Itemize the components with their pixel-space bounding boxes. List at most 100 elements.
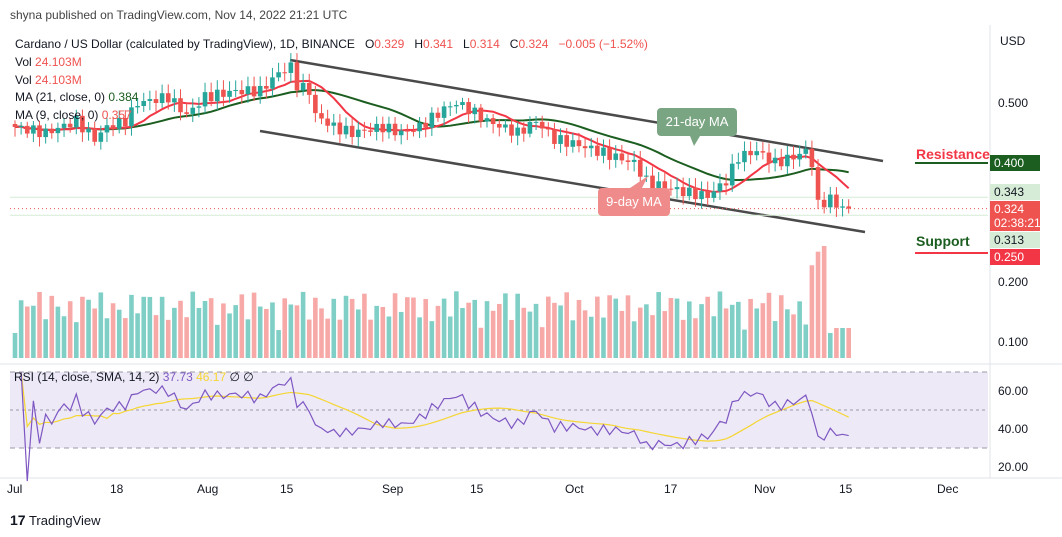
volume-bar bbox=[791, 314, 796, 358]
volume-bar bbox=[386, 316, 392, 358]
ma21-value: 0.384 bbox=[108, 90, 139, 104]
vol-value: 24.103M bbox=[35, 73, 82, 87]
candle-body bbox=[405, 130, 410, 132]
candle-body bbox=[153, 99, 159, 104]
volume-bar bbox=[61, 316, 67, 358]
volume-bar bbox=[337, 319, 343, 358]
rsi-tick: 60.00 bbox=[998, 384, 1029, 398]
candle-body bbox=[239, 89, 245, 95]
volume-bar bbox=[325, 318, 330, 358]
volume-bar bbox=[116, 309, 122, 358]
volume-bar bbox=[141, 296, 147, 358]
candle-body bbox=[778, 157, 784, 167]
candle-body bbox=[392, 123, 398, 136]
candle-body bbox=[55, 127, 61, 134]
candle-body bbox=[760, 151, 766, 153]
time-tick: 17 bbox=[664, 482, 678, 496]
open-value: 0.329 bbox=[374, 37, 405, 51]
candle-body bbox=[337, 122, 343, 135]
volume-bar bbox=[637, 307, 643, 358]
volume-bar bbox=[251, 292, 257, 358]
volume-bar bbox=[766, 292, 772, 358]
candle-body bbox=[680, 187, 686, 197]
candle-body bbox=[564, 135, 569, 147]
candle-body bbox=[644, 175, 649, 177]
candle-body bbox=[276, 72, 281, 78]
volume-bar bbox=[264, 308, 269, 358]
candle-body bbox=[570, 140, 576, 147]
volume-bar bbox=[92, 308, 97, 358]
volume-bar bbox=[582, 310, 588, 358]
legend-ma9[interactable]: MA (9, close, 0) 0.357 bbox=[15, 108, 132, 122]
rsi-legend[interactable]: RSI (14, close, SMA, 14, 2) 37.73 46.17 … bbox=[14, 370, 254, 384]
volume-bar bbox=[380, 306, 386, 358]
candle-body bbox=[785, 154, 790, 167]
candle-body bbox=[846, 206, 851, 209]
candle-body bbox=[662, 181, 668, 189]
volume-bar bbox=[172, 307, 177, 358]
volume-bar bbox=[809, 265, 815, 358]
volume-bar bbox=[754, 308, 760, 358]
candle-body bbox=[325, 118, 330, 126]
volume-bar bbox=[521, 307, 527, 358]
candle-body bbox=[625, 160, 631, 162]
candle-body bbox=[552, 129, 557, 144]
rsi-line bbox=[20, 371, 849, 482]
candle-body bbox=[637, 159, 643, 177]
volume-bar bbox=[711, 316, 717, 358]
candle-body bbox=[478, 107, 484, 122]
volume-bar bbox=[165, 319, 171, 358]
candle-body bbox=[86, 128, 91, 133]
candle-body bbox=[147, 99, 153, 101]
volume-bar bbox=[840, 328, 845, 358]
volume-bar bbox=[834, 328, 839, 358]
candle-body bbox=[98, 132, 104, 142]
volume-bar bbox=[785, 309, 790, 358]
volume-bar bbox=[110, 303, 116, 358]
ma9-label: MA (9, close, 0) bbox=[15, 108, 99, 122]
ma9-callout-pointer bbox=[630, 176, 648, 188]
volume-bar bbox=[239, 294, 245, 358]
candle-body bbox=[18, 125, 24, 127]
currency-label: USD bbox=[1000, 34, 1026, 48]
candle-body bbox=[527, 121, 533, 134]
candle-body bbox=[809, 148, 815, 168]
candle-body bbox=[264, 85, 269, 89]
volume-bar bbox=[362, 293, 367, 358]
legend-vol2[interactable]: Vol 24.103M bbox=[15, 73, 82, 87]
candle-body bbox=[313, 94, 318, 114]
vol-label: Vol bbox=[15, 55, 32, 69]
publisher-line: shyna published on TradingView.com, Nov … bbox=[10, 8, 348, 22]
candle-body bbox=[699, 191, 704, 200]
candle-body bbox=[184, 112, 189, 114]
candle-body bbox=[80, 115, 85, 133]
resistance-price-label: 0.400 bbox=[990, 155, 1040, 171]
volume-bar bbox=[748, 298, 753, 358]
c-label: C bbox=[509, 37, 519, 51]
volume-bar bbox=[803, 324, 809, 358]
volume-bar bbox=[202, 301, 208, 358]
candle-body bbox=[233, 89, 238, 91]
vol-value: 24.103M bbox=[35, 55, 82, 69]
ma9-line bbox=[14, 79, 850, 194]
candle-body bbox=[349, 125, 355, 138]
volume-bar bbox=[74, 322, 79, 358]
candle-body bbox=[251, 86, 257, 97]
legend-vol1[interactable]: Vol 24.103M bbox=[15, 55, 82, 69]
legend-ma21[interactable]: MA (21, close, 0) 0.384 bbox=[15, 90, 138, 104]
time-tick: Jul bbox=[7, 482, 23, 496]
rsi-na: ∅ bbox=[243, 370, 254, 384]
volume-bar bbox=[846, 328, 851, 358]
candle-body bbox=[472, 107, 478, 115]
volume-bar bbox=[539, 327, 545, 358]
volume-bar bbox=[405, 297, 410, 358]
candle-body bbox=[601, 147, 606, 156]
price-tick: 0.100 bbox=[998, 335, 1029, 349]
candle-body bbox=[135, 106, 140, 108]
volume-bar bbox=[429, 321, 435, 358]
bar-countdown: 02:38:21 bbox=[994, 216, 1041, 230]
volume-bar bbox=[478, 327, 484, 358]
volume-bar bbox=[80, 296, 85, 358]
